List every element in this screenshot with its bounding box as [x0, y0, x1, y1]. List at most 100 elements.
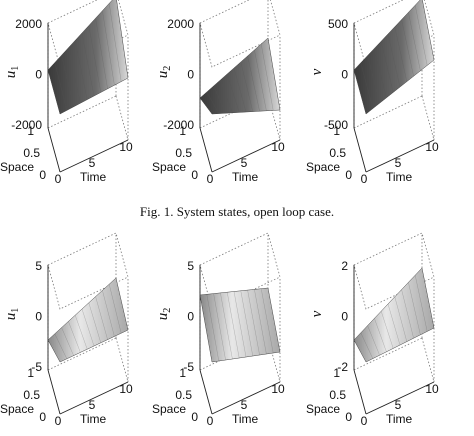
mesh-line: [95, 18, 108, 89]
mesh-line: [387, 33, 401, 88]
mesh-line: [81, 308, 95, 347]
z-tick-label: -5: [31, 360, 42, 374]
mesh-line: [220, 292, 233, 360]
time-axis-label: Time: [386, 170, 413, 184]
time-tick-label: 5: [241, 156, 248, 170]
z-tick-label: 0: [341, 310, 348, 324]
mesh-line: [415, 5, 428, 66]
time-tick-label: 0: [207, 414, 214, 428]
space-tick-label: 1: [333, 124, 340, 138]
space-tick-label: 0.5: [23, 146, 40, 160]
mesh-line: [61, 55, 74, 107]
mesh-line: [75, 40, 88, 100]
box-edge: [421, 337, 435, 383]
mesh-line: [233, 67, 247, 113]
space-tick-label: 0: [191, 410, 198, 424]
time-tick-label: 0: [55, 414, 62, 428]
figure-caption: Fig. 1. System states, open loop case.: [140, 204, 334, 219]
space-tick-label: 0.5: [329, 388, 346, 402]
mesh-line: [109, 3, 122, 82]
mesh-line: [75, 315, 88, 350]
time-tick-label: 5: [395, 156, 402, 170]
mesh-line: [240, 290, 253, 357]
z-label-base: v: [309, 310, 325, 317]
time-axis-label: Time: [80, 412, 107, 426]
z-tick-label: -2000: [163, 118, 194, 132]
surface: [47, 277, 129, 363]
time-axis: [211, 139, 281, 173]
z-axis-label: u2: [155, 66, 173, 79]
z-tick-label: -5: [183, 360, 194, 374]
mesh-line: [367, 55, 380, 104]
mesh-line: [68, 47, 81, 104]
mesh-line: [374, 48, 387, 98]
time-axis-label: Time: [386, 412, 413, 426]
mesh-line: [102, 290, 115, 337]
z-tick-label: -500: [324, 118, 348, 132]
z-tick-label: -2000: [11, 118, 42, 132]
z-label-base: u: [155, 71, 171, 79]
space-axis-label: Space: [0, 402, 34, 416]
time-tick-label: 0: [361, 172, 368, 186]
z-tick-label: 5: [35, 259, 42, 273]
space-tick-label: 1: [27, 124, 34, 138]
z-axis-label: u1: [3, 66, 21, 79]
z-label-subscript: 2: [162, 66, 173, 71]
mesh-line: [220, 79, 233, 113]
mesh-line: [213, 293, 226, 361]
time-tick-label: 10: [425, 140, 439, 154]
space-axis: [353, 127, 367, 173]
z-axis-label: u2: [155, 308, 173, 321]
mesh-line: [261, 43, 274, 111]
mesh-line: [401, 289, 414, 339]
surface: [353, 0, 435, 115]
time-tick-label: 10: [119, 140, 133, 154]
z-tick-label: 2000: [167, 17, 194, 31]
box-edge: [115, 95, 129, 141]
z-label-base: v: [309, 68, 325, 75]
mesh-line: [394, 26, 407, 82]
space-tick-label: 0: [39, 410, 46, 424]
mesh-line: [213, 85, 226, 114]
space-axis: [199, 127, 213, 173]
mesh-line: [88, 25, 101, 93]
time-tick-label: 10: [271, 140, 285, 154]
z-axis-label: u1: [3, 308, 21, 321]
time-tick-label: 0: [361, 414, 368, 428]
mesh-line: [394, 296, 407, 342]
space-axis-label: Space: [152, 160, 186, 174]
mesh-line: [102, 10, 115, 86]
surface-plot: 500 0 -500 v 1 0.5 0 Space 0 5 10 Time: [306, 0, 439, 186]
mesh-line: [254, 49, 267, 111]
space-tick-label: 1: [179, 124, 186, 138]
time-axis: [211, 381, 281, 415]
time-tick-label: 5: [89, 156, 96, 170]
mesh-line: [381, 41, 394, 93]
mesh-line: [381, 311, 394, 349]
surface-plot: 2000 0 -2000 u2 1 0.5 0 Space 0 5 10 Time: [152, 0, 285, 186]
time-axis: [365, 381, 435, 415]
z-tick-label: -2: [337, 360, 348, 374]
mesh-line: [81, 32, 95, 97]
space-axis-label: Space: [0, 160, 34, 174]
space-tick-label: 1: [179, 366, 186, 380]
time-tick-label: 10: [119, 382, 133, 396]
z-label-base: u: [155, 313, 171, 321]
time-axis-label: Time: [232, 412, 259, 426]
mesh-line: [401, 19, 414, 77]
mesh-line: [374, 318, 387, 352]
time-tick-label: 0: [207, 172, 214, 186]
mesh-line: [206, 91, 219, 114]
z-tick-label: 0: [187, 310, 194, 324]
time-tick-label: 0: [55, 172, 62, 186]
mesh-line: [360, 62, 373, 109]
space-axis: [199, 369, 213, 415]
z-tick-label: 2000: [15, 17, 42, 31]
mesh-line: [227, 73, 240, 113]
space-axis-label: Space: [152, 402, 186, 416]
mesh-line: [254, 289, 267, 355]
mesh-line: [61, 327, 74, 356]
